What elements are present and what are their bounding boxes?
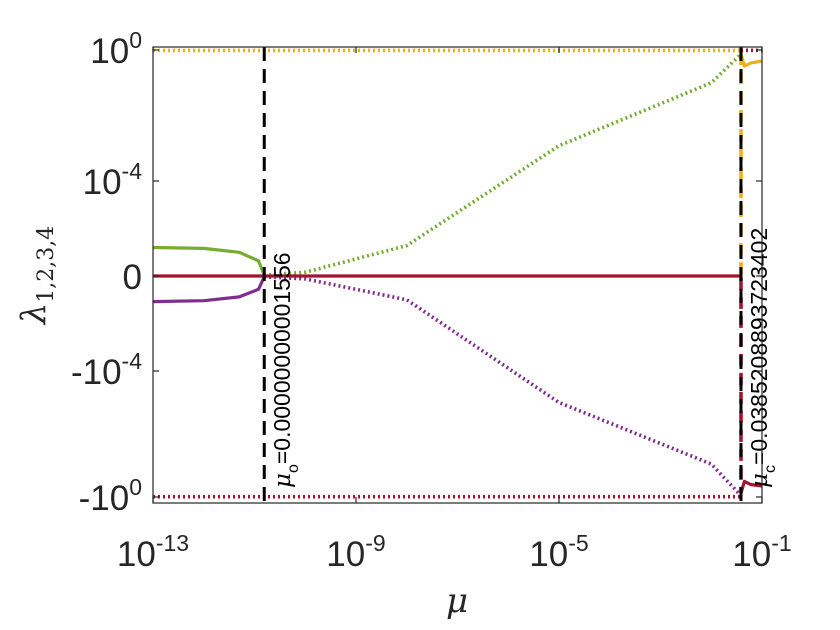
plot-frame <box>152 46 763 504</box>
vline-label-1: μc=0.0385208893723402 <box>746 228 779 488</box>
x-axis-label: μ <box>446 581 468 621</box>
y-axis-label-subscript: 1,2,3,4 <box>34 226 59 303</box>
x-tick-label-3-exp: -1 <box>771 530 791 556</box>
x-tick-label-0-base: 10 <box>117 535 156 574</box>
x-tick-label-2-base: 10 <box>529 535 568 574</box>
series-3-segment-2 <box>739 479 763 494</box>
y-tick-label-1-base: 10 <box>83 163 122 202</box>
x-tick-label-2-exp: -5 <box>568 530 588 556</box>
x-tick-label-3: 10-1 <box>732 530 791 574</box>
y-axis-label: λ1,2,3,4 <box>14 226 59 327</box>
series-2-segment-2 <box>739 53 763 68</box>
y-tick-label-2: 0 <box>123 258 142 297</box>
tick-layer <box>152 47 763 503</box>
y-tick-label-4-base: -10 <box>79 479 130 518</box>
vline-label-1-symbol: μ <box>747 473 773 488</box>
vline-label-1-value: =0.0385208893723402 <box>746 228 772 465</box>
x-tick-label-1-exp: -9 <box>365 530 385 556</box>
y-tick-label-0-exp: 0 <box>129 27 142 53</box>
x-tick-label-2: 10-5 <box>529 530 588 574</box>
vline-label-1-sub: c <box>762 465 779 473</box>
y-tick-label-0-base: 10 <box>90 32 129 71</box>
vline-label-0-sub: o <box>285 464 302 473</box>
vline-label-0-value: =0.00000000001556 <box>269 252 295 464</box>
vline-label-0: μo=0.00000000001556 <box>269 252 302 488</box>
y-tick-label-3-exp: -4 <box>122 348 143 374</box>
x-tick-label-0-exp: -13 <box>156 530 189 556</box>
x-tick-label-1-base: 10 <box>326 535 365 574</box>
series-0-segment-0 <box>152 245 266 276</box>
y-tick-label-3: -10-4 <box>71 348 142 392</box>
y-tick-label-3-base: -10 <box>71 353 122 392</box>
x-tick-label-0: 10-13 <box>117 530 189 574</box>
y-tick-label-0: 100 <box>90 27 142 71</box>
y-tick-label-4-exp: 0 <box>129 474 142 500</box>
series-1-segment-0 <box>152 276 266 304</box>
series-1-segment-1 <box>264 275 743 497</box>
x-tick-label-3-base: 10 <box>732 535 771 574</box>
series-layer <box>152 48 763 499</box>
vline-label-0-symbol: μ <box>270 473 296 488</box>
y-tick-label-4: -100 <box>79 474 142 518</box>
y-axis-label-symbol: λ <box>14 303 54 327</box>
y-tick-label-1-exp: -4 <box>122 158 143 184</box>
x-tick-label-1: 10-9 <box>326 530 385 574</box>
y-tick-label-1: 10-4 <box>83 158 143 202</box>
